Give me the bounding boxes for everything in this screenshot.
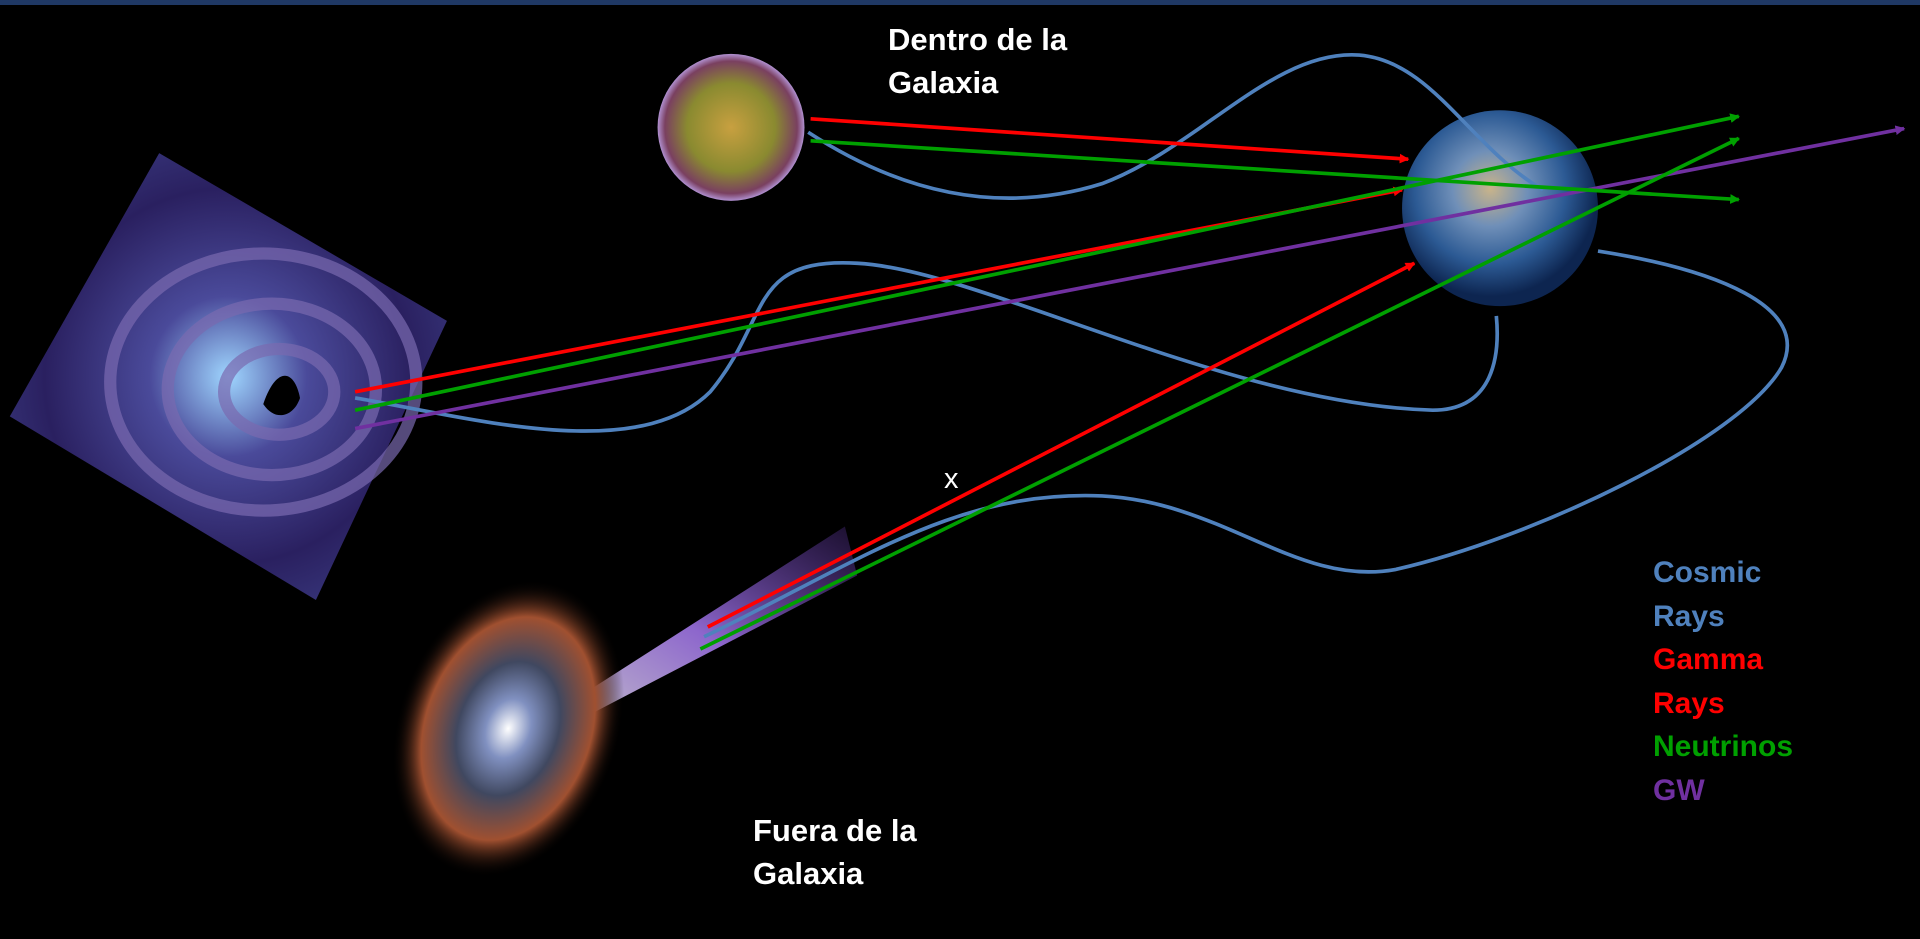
outside-label: Fuera de la Galaxia [753,809,983,895]
slide: Dentro de la Galaxia Fuera de la Galaxia… [0,0,1920,939]
legend-entry: GW [1653,769,1823,813]
cosmic-ray-paths [355,55,1787,637]
supernova [658,54,805,201]
top-border [0,0,1920,5]
blocked-marker: x [944,458,984,501]
legend-entry: Gamma Rays [1653,638,1823,725]
legend-entry: Neutrinos [1653,725,1823,769]
active-galaxy [352,547,664,910]
legend-entry: Cosmic Rays [1653,551,1823,638]
inside-label: Dentro de la Galaxia [888,18,1118,104]
